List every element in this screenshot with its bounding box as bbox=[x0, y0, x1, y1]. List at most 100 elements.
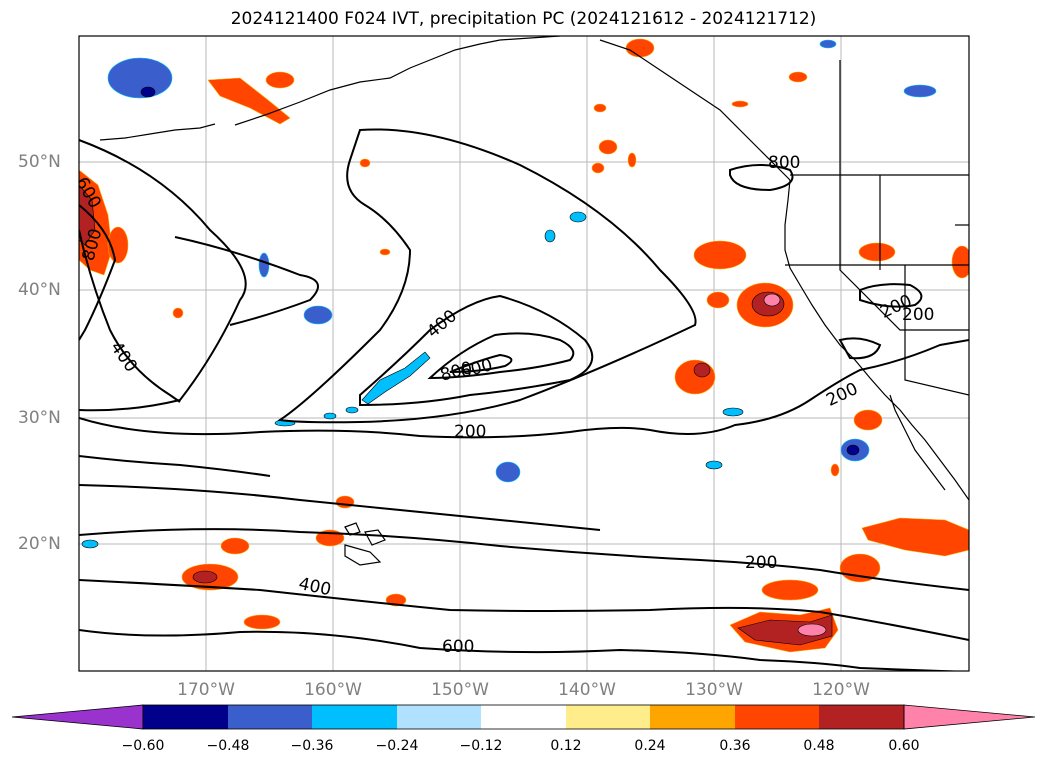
precip-blob-small-2 bbox=[379, 248, 391, 256]
ivt-contour-600-south bbox=[79, 629, 969, 671]
ivt-contour-west-outer bbox=[79, 139, 247, 412]
precip-blob-gulf-alaska bbox=[625, 38, 655, 58]
ivt-label-200-ca: 200 bbox=[823, 379, 861, 411]
border-states-4 bbox=[904, 265, 969, 396]
colorbar-tick-label: 0.36 bbox=[719, 738, 751, 754]
ivt-label-800-plume: 800 bbox=[438, 358, 475, 386]
colorbar-tick-label: −0.24 bbox=[375, 738, 419, 754]
precip-blob-ne-neg-1 bbox=[819, 39, 837, 49]
map-title: 2024121400 F024 IVT, precipitation PC (2… bbox=[230, 9, 817, 29]
lon-label-160w: 160°W bbox=[304, 680, 362, 700]
precip-blob-pac-neg-4 bbox=[569, 211, 587, 223]
precip-blob-south-peak bbox=[797, 623, 827, 637]
colorbar-seg-2 bbox=[228, 705, 312, 729]
precip-blob-hawaii-5 bbox=[243, 614, 281, 630]
ivt-label-400-south: 400 bbox=[297, 574, 333, 600]
coastline-alaska-panhandle bbox=[599, 39, 791, 181]
precip-blob-pac-neg-7 bbox=[705, 460, 723, 470]
colorbar-frame bbox=[142, 704, 905, 730]
lat-label-40n: 40°N bbox=[18, 280, 61, 300]
precip-blob-pac-neg-2 bbox=[258, 252, 270, 278]
precip-blob-pac-neg-5 bbox=[544, 229, 556, 243]
colorbar-tick-label: 0.24 bbox=[634, 738, 666, 754]
ivt-contour-plume-200 bbox=[277, 128, 697, 424]
colorbar-seg-1 bbox=[143, 705, 228, 729]
lat-label-50n: 50°N bbox=[18, 152, 61, 172]
colorbar-seg-9 bbox=[819, 705, 904, 729]
ivt-contour-plume-400 bbox=[359, 294, 594, 407]
coastline-hawaii-3 bbox=[344, 544, 382, 566]
precip-shading bbox=[79, 38, 969, 653]
precip-blob-pac-neg-3 bbox=[495, 461, 521, 483]
precip-blob-ca-off-peak bbox=[763, 293, 781, 307]
ivt-contour-small-ca-2 bbox=[838, 337, 882, 360]
border-states-1 bbox=[839, 60, 969, 331]
colorbar-seg-7 bbox=[650, 705, 735, 729]
precip-blob-alaska-neg bbox=[107, 57, 173, 99]
ivt-contour-west-inner bbox=[79, 204, 117, 341]
ivt-label-200-ca-3: 200 bbox=[902, 305, 934, 325]
coastline-us-west bbox=[784, 179, 969, 501]
ivt-contour-25n-a bbox=[79, 455, 271, 477]
ivt-contour-plume-800 bbox=[449, 353, 513, 373]
gridlines bbox=[79, 36, 969, 671]
colorbar-seg-3 bbox=[312, 705, 397, 729]
precip-blob-hawaii-2 bbox=[220, 537, 250, 555]
precip-blob-alaska-neg-core bbox=[140, 86, 156, 98]
colorbar-tick-label: −0.12 bbox=[459, 738, 503, 754]
precip-blob-ne-neg-2 bbox=[903, 84, 937, 98]
ivt-label-400-west: 400 bbox=[106, 338, 141, 376]
precip-blob-mex-neg-core bbox=[846, 444, 860, 456]
colorbar-tick-label: −0.36 bbox=[290, 738, 334, 754]
map-frame bbox=[78, 35, 970, 672]
colorbar-extend-low bbox=[11, 704, 144, 730]
precip-blob-band-neg bbox=[361, 351, 431, 405]
precip-blob-pac-neg-6 bbox=[722, 407, 744, 417]
colorbar-seg-5 bbox=[481, 705, 566, 729]
ivt-contour-labels: 200 200 200 200 200 400 400 400 600 600 … bbox=[79, 153, 934, 657]
colorbar-tick-label: −0.60 bbox=[121, 738, 165, 754]
coastline-alaska bbox=[234, 36, 561, 126]
precip-blob-ne-2 bbox=[706, 291, 730, 309]
coastline-hawaii-1 bbox=[344, 522, 361, 536]
lat-label-30n: 30°N bbox=[18, 408, 61, 428]
lon-label-120w: 120°W bbox=[812, 680, 870, 700]
lon-label-140w: 140°W bbox=[558, 680, 616, 700]
precip-blob-east-edge bbox=[951, 245, 969, 279]
ivt-label-200-south: 200 bbox=[745, 553, 777, 573]
precip-blob-nevada bbox=[858, 242, 896, 262]
lon-label-130w: 130°W bbox=[685, 680, 743, 700]
colorbar-tick-label: 0.48 bbox=[803, 738, 835, 754]
precip-blob-pac-neg-1 bbox=[303, 305, 333, 325]
precip-blob-hawaii-6 bbox=[385, 593, 407, 607]
ivt-label-600-south: 600 bbox=[442, 637, 474, 657]
precip-blob-hawaii-neg bbox=[81, 539, 99, 549]
precip-blob-west-edge-core bbox=[79, 184, 96, 246]
precip-blob-south-core bbox=[737, 614, 833, 646]
ivt-contour-30n bbox=[79, 339, 969, 439]
coastline-baja bbox=[889, 394, 946, 491]
ivt-contour-25n-b bbox=[79, 484, 601, 531]
ivt-contour-small-ne bbox=[729, 164, 794, 192]
precip-blob-small-4 bbox=[788, 71, 808, 83]
precip-blob-ne-1 bbox=[693, 240, 747, 270]
lat-label-20n: 20°N bbox=[18, 534, 61, 554]
lon-label-170w: 170°W bbox=[177, 680, 235, 700]
ivt-contours bbox=[79, 128, 969, 671]
colorbar-tick-label: 0.60 bbox=[888, 738, 920, 754]
precip-blob-aleutian bbox=[207, 77, 291, 125]
ivt-contour-west-pacific bbox=[174, 236, 319, 326]
precip-blob-mid-core bbox=[693, 362, 711, 378]
precip-blob-south-east bbox=[861, 517, 969, 557]
colorbar-tick-label: −0.48 bbox=[206, 738, 250, 754]
precip-blob-baja bbox=[853, 409, 883, 431]
ivt-label-200-30n: 200 bbox=[454, 422, 486, 442]
precip-blob-mid bbox=[674, 359, 716, 395]
precip-blob-small-7 bbox=[830, 463, 840, 477]
colorbar-seg-6 bbox=[566, 705, 650, 729]
coastline-aleutian-islands bbox=[99, 123, 216, 141]
lon-label-150w: 150°W bbox=[431, 680, 489, 700]
ivt-contour-200-south bbox=[79, 528, 969, 591]
colorbar-seg-8 bbox=[735, 705, 819, 729]
